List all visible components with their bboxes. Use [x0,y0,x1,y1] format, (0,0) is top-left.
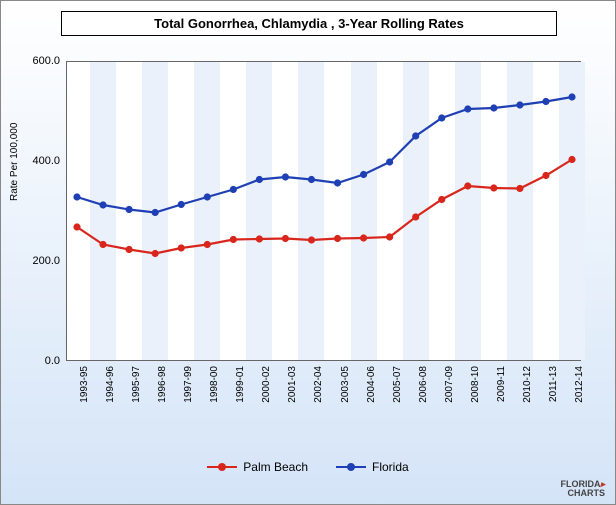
florida-charts-logo: FLORIDA▸ CHARTS [560,480,605,498]
x-tick-label: 2007-09 [444,366,455,403]
x-tick-label: 1997-99 [183,366,194,403]
plot-stripe [298,62,324,360]
x-tick-label: 2001-03 [287,366,298,403]
plot-stripe [351,62,377,360]
data-point [542,98,549,105]
plot-stripe [455,62,481,360]
data-point [230,236,237,243]
x-tick-label: 1999-01 [235,366,246,403]
data-point [282,173,289,180]
y-tick-label: 400.0 [32,155,60,167]
data-point [542,172,549,179]
data-point [438,114,445,121]
data-point [73,223,80,230]
plot-area [66,61,581,361]
x-tick-label: 2008-10 [470,366,481,403]
data-point [334,179,341,186]
data-point [126,206,133,213]
data-point [490,184,497,191]
legend-item-palm-beach: Palm Beach [207,460,308,474]
plot-stripe [403,62,429,360]
data-point [490,104,497,111]
y-tick-label: 600.0 [32,55,60,67]
chart-title: Total Gonorrhea, Chlamydia , 3-Year Roll… [61,11,557,36]
data-point [178,244,185,251]
data-point [334,235,341,242]
x-tick-label: 2000-02 [261,366,272,403]
data-point [178,201,185,208]
legend: Palm Beach Florida [1,457,615,474]
data-point [386,233,393,240]
x-tick-label: 2012-14 [574,366,585,403]
x-tick-label: 2006-08 [418,366,429,403]
x-tick-label: 2005-07 [392,366,403,403]
legend-label: Palm Beach [243,460,308,474]
plot-stripe [507,62,533,360]
legend-marker-icon [347,463,355,471]
data-point [73,193,80,200]
legend-label: Florida [372,460,409,474]
legend-swatch [207,466,237,468]
x-tick-label: 2010-12 [522,366,533,403]
plot-stripe [246,62,272,360]
x-tick-label: 1998-00 [209,366,220,403]
x-tick-label: 2003-05 [340,366,351,403]
plot-stripe [142,62,168,360]
y-tick-label: 0.0 [45,355,60,367]
x-tick-label: 2002-04 [313,366,324,403]
y-tick-label: 200.0 [32,255,60,267]
legend-marker-icon [218,463,226,471]
y-axis-label: Rate Per 100,000 [9,123,20,201]
data-point [386,158,393,165]
plot-stripe [194,62,220,360]
x-tick-label: 2011-13 [548,366,559,402]
data-point [282,235,289,242]
plot-stripe [90,62,116,360]
data-point [230,186,237,193]
data-point [126,246,133,253]
legend-item-florida: Florida [336,460,409,474]
x-tick-label: 2004-06 [366,366,377,403]
legend-swatch [336,466,366,468]
plot-stripe [559,62,585,360]
x-tick-label: 1994-96 [105,366,116,403]
x-tick-label: 2009-11 [496,366,507,402]
x-tick-label: 1993-95 [79,366,90,403]
x-tick-label: 1996-98 [157,366,168,403]
data-point [438,196,445,203]
x-tick-label: 1995-97 [131,366,142,403]
